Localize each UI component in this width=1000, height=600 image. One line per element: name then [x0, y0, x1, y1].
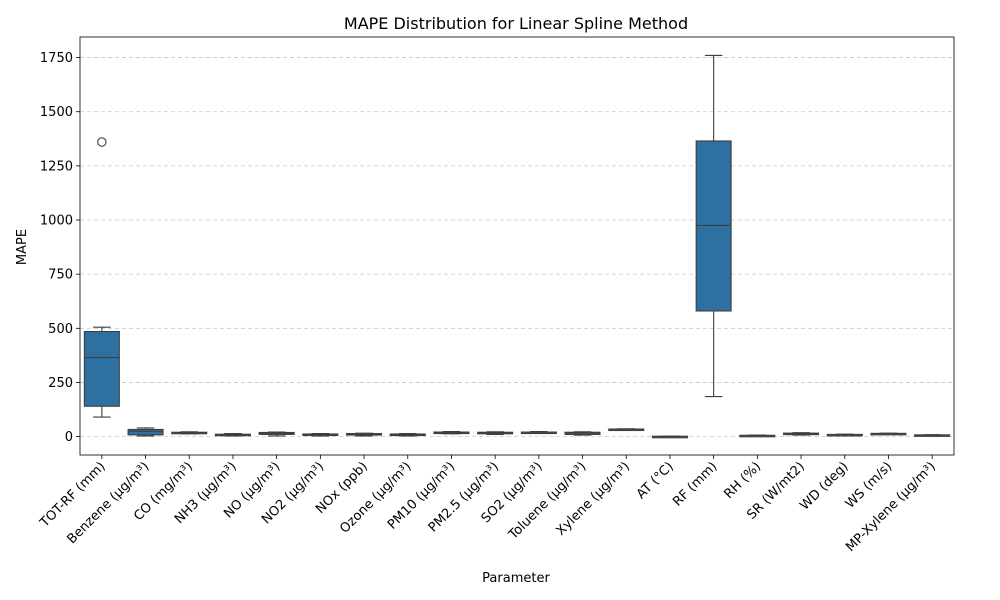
chart-title: MAPE Distribution for Linear Spline Meth… — [344, 14, 688, 33]
box-group — [83, 137, 120, 418]
box-group — [608, 428, 645, 432]
iqr-box — [83, 330, 120, 407]
box-group — [433, 431, 470, 435]
box-group — [564, 431, 601, 436]
y-axis-label: MAPE — [15, 229, 30, 265]
y-tick-label: 750 — [48, 268, 73, 283]
y-tick-label: 0 — [65, 430, 73, 445]
box-group — [826, 433, 863, 437]
x-axis-label: Parameter — [482, 571, 550, 586]
plot-frame — [79, 36, 955, 456]
box-group — [520, 431, 557, 435]
box-group — [870, 432, 907, 436]
y-axis-ticks: 0 250 500 750 1000 1250 1500 1750 — [40, 51, 80, 445]
box-group — [346, 432, 383, 437]
iqr-box — [127, 428, 164, 436]
y-tick-label: 500 — [48, 322, 73, 337]
y-tick-label: 1000 — [40, 214, 73, 229]
y-tick-label: 1250 — [40, 159, 73, 174]
box-group — [783, 432, 820, 436]
box-group — [695, 54, 732, 398]
box-group — [214, 433, 251, 437]
box-group — [171, 431, 208, 435]
box-group — [302, 433, 339, 437]
box-group — [651, 435, 688, 439]
y-tick-label: 1750 — [40, 51, 73, 66]
outlier-point — [97, 137, 107, 147]
box-group — [389, 433, 426, 437]
box-series — [83, 54, 951, 439]
box-group — [127, 427, 164, 437]
box-group — [258, 431, 295, 437]
y-tick-label: 1500 — [40, 105, 73, 120]
box-group — [914, 434, 951, 437]
box-group — [477, 431, 514, 435]
y-tick-label: 250 — [48, 376, 73, 391]
grid-lines — [80, 57, 954, 437]
box-group — [739, 434, 776, 438]
